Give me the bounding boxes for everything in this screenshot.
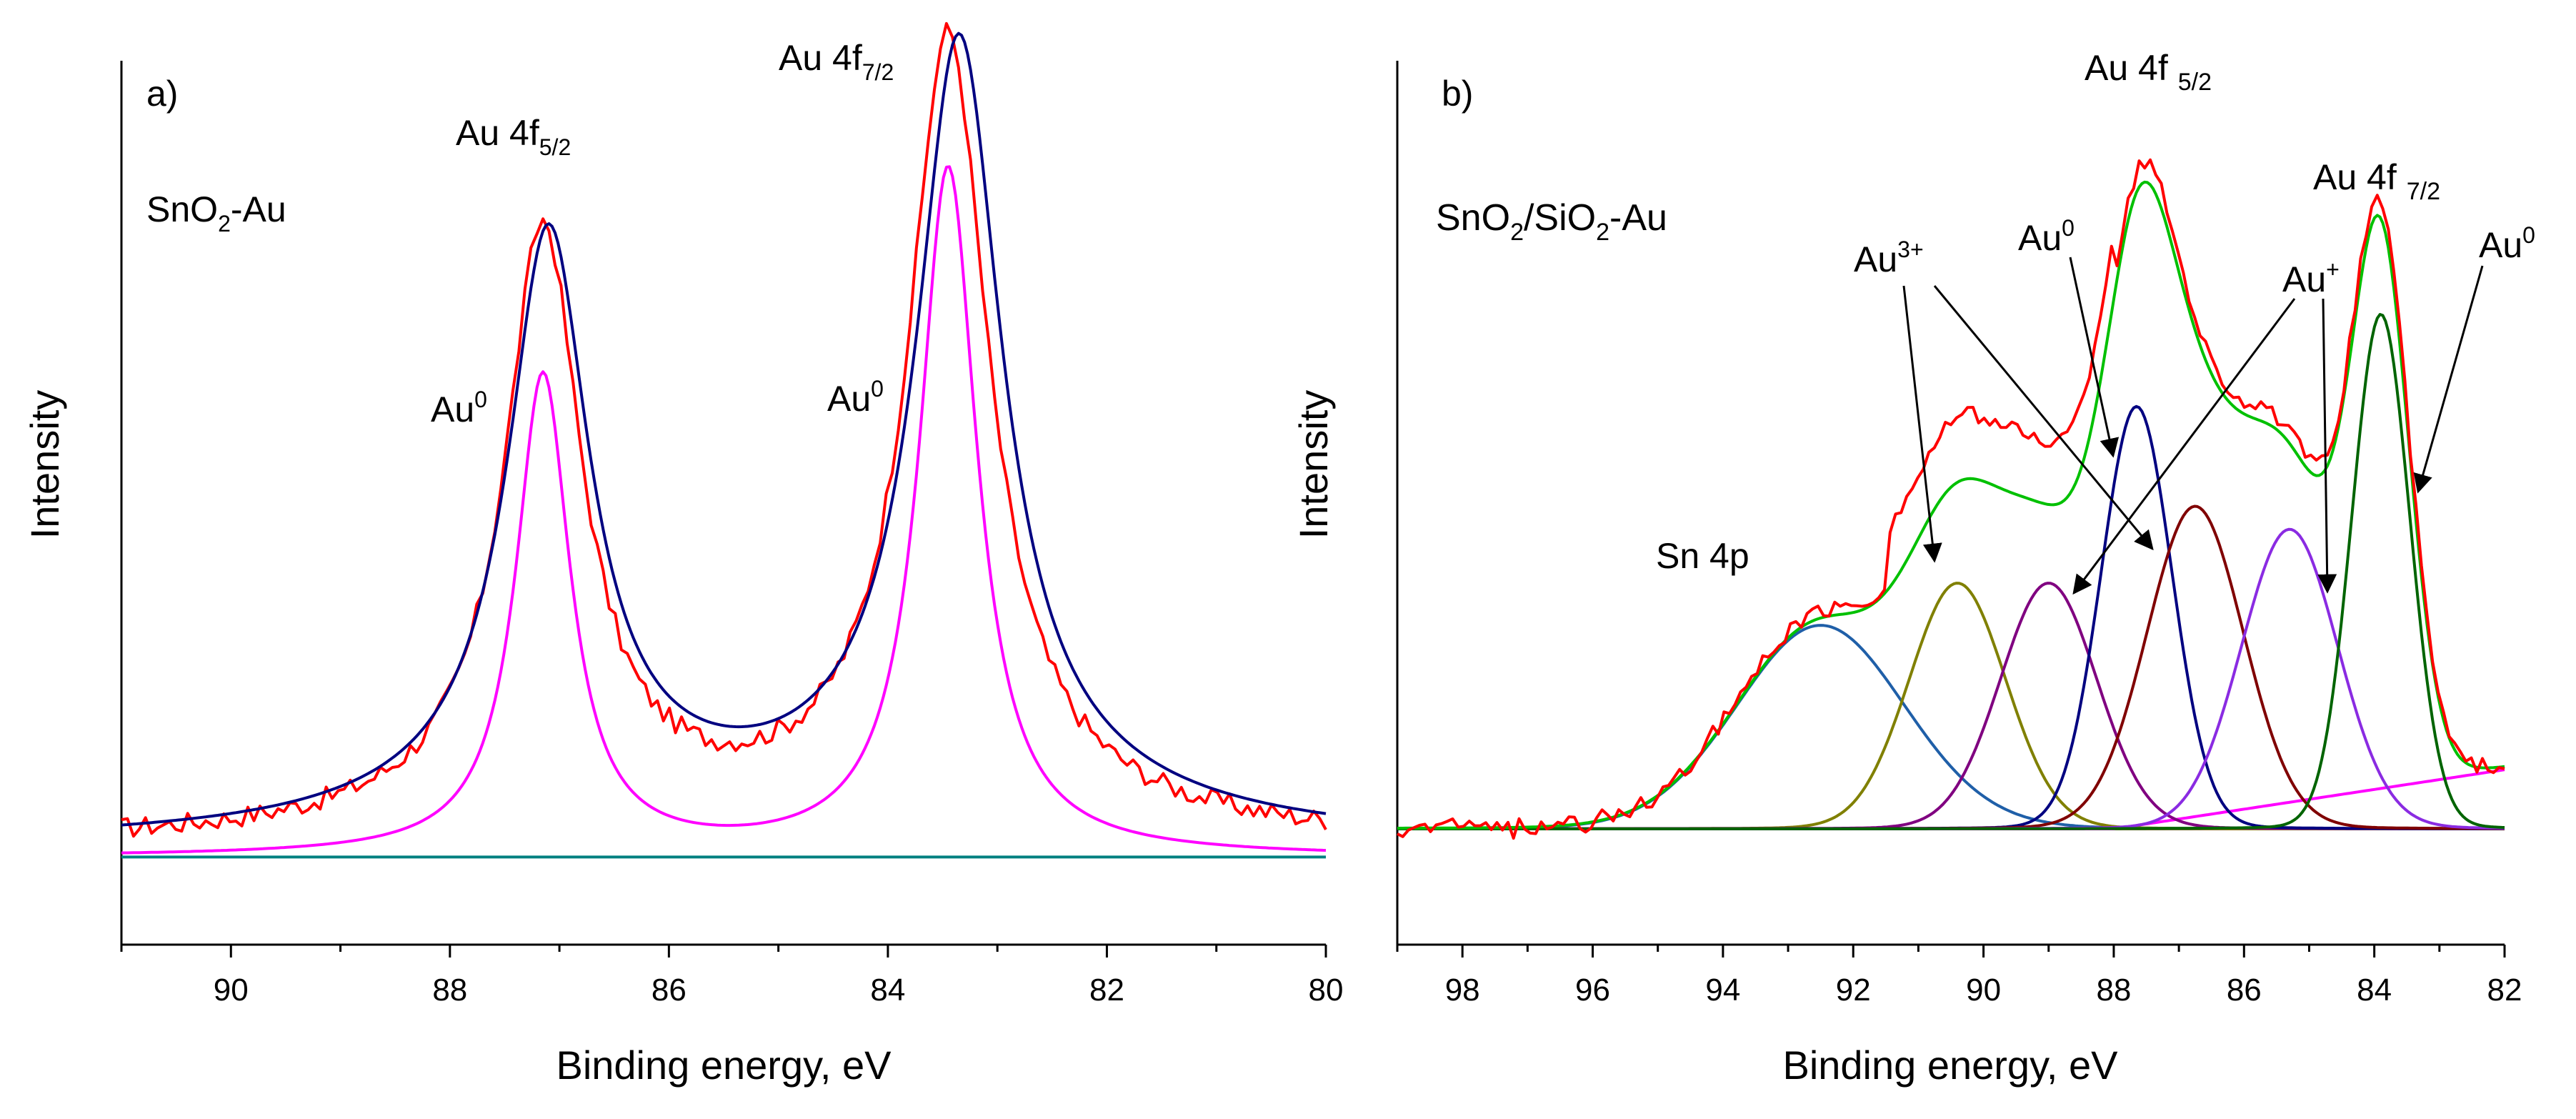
panel-b-annotation-sn4p: Sn 4p xyxy=(1656,536,1749,576)
panel-a: 90 88 86 84 82 80 a) SnO2-Au Au 4f5/2 Au 4f7/… xyxy=(22,21,1344,1088)
x-tick-label: 84 xyxy=(870,973,905,1008)
panel-b-sample-label: SnO2/SiO2-Au xyxy=(1436,197,1667,246)
panel-a-annotation-au0-left: Au0 xyxy=(431,387,487,429)
panel-b-ticks: 98 96 94 92 90 88 86 84 82 xyxy=(1396,945,2522,1008)
series-experimental xyxy=(121,21,1327,838)
panel-b-curves xyxy=(1397,158,2505,840)
component-Au3-4f7-2 xyxy=(1397,504,2505,830)
series-experimental xyxy=(1397,158,2505,840)
panel-b-annotation-au4f72: Au 4f 7/2 xyxy=(2313,157,2440,205)
x-tick-label: 82 xyxy=(2487,973,2522,1008)
panel-a-annotation-au4f52: Au 4f5/2 xyxy=(456,113,571,160)
panel-b-annotation-au0-right: Au0 xyxy=(2479,222,2535,265)
panel-b-annotation-au0-left: Au0 xyxy=(2018,215,2075,258)
panel-a-xlabel: Binding energy, eV xyxy=(556,1043,892,1088)
panel-b-label: b) xyxy=(1442,74,1473,114)
panel-b-ylabel: Intensity xyxy=(1291,390,1336,539)
series-envelope-fit xyxy=(1397,180,2505,830)
x-tick-label: 96 xyxy=(1575,973,1610,1008)
arrow-au0-left xyxy=(2069,257,2120,458)
series-background xyxy=(1397,768,2505,830)
x-tick-label: 82 xyxy=(1089,973,1124,1008)
panel-a-label: a) xyxy=(146,74,178,114)
panel-a-ylabel: Intensity xyxy=(22,390,67,539)
panel-a-curves xyxy=(121,21,1327,859)
x-tick-label: 84 xyxy=(2357,973,2392,1008)
x-tick-label: 80 xyxy=(1309,973,1344,1008)
x-tick-label: 98 xyxy=(1445,973,1480,1008)
arrow-au0-right xyxy=(2413,265,2484,494)
x-tick-label: 90 xyxy=(214,973,249,1008)
panel-b-xlabel: Binding energy, eV xyxy=(1782,1043,2118,1088)
component-Au-4f7-2 xyxy=(1397,527,2505,830)
component-Au3-4f5-2 xyxy=(1397,582,2505,830)
arrow-auplus-right xyxy=(2317,298,2337,594)
series-envelope-fit xyxy=(121,31,1327,827)
x-tick-label: 88 xyxy=(2096,973,2131,1008)
x-tick-label: 86 xyxy=(2227,973,2262,1008)
panel-a-ticks: 90 88 86 84 82 80 xyxy=(120,945,1344,1008)
panel-b-annotation-au3plus: Au3+ xyxy=(1854,237,1924,279)
panel-a-annotation-au4f72: Au 4f7/2 xyxy=(779,38,894,85)
x-tick-label: 94 xyxy=(1705,973,1740,1008)
component-Au-4f5-2 xyxy=(1397,582,2505,830)
panel-b-annotation-au4f52: Au 4f 5/2 xyxy=(2085,48,2212,96)
x-tick-label: 90 xyxy=(1966,973,2001,1008)
component-Au0-4f7-2 xyxy=(1397,313,2505,830)
x-tick-label: 88 xyxy=(432,973,467,1008)
panel-b: 98 96 94 92 90 88 86 84 82 b) SnO2/SiO2-Au Au 4f… xyxy=(1291,48,2535,1088)
arrow-au3plus-right xyxy=(1933,285,2154,551)
x-tick-label: 86 xyxy=(652,973,687,1008)
series-Au0-component xyxy=(121,165,1327,855)
x-tick-label: 92 xyxy=(1836,973,1871,1008)
arrow-auplus-left xyxy=(2072,298,2296,595)
panel-a-annotation-au0-right: Au0 xyxy=(827,376,884,419)
panel-a-sample-label: SnO2-Au xyxy=(146,189,286,237)
arrow-au3plus-left xyxy=(1902,285,1942,563)
panel-b-annotation-auplus: Au+ xyxy=(2282,257,2340,299)
